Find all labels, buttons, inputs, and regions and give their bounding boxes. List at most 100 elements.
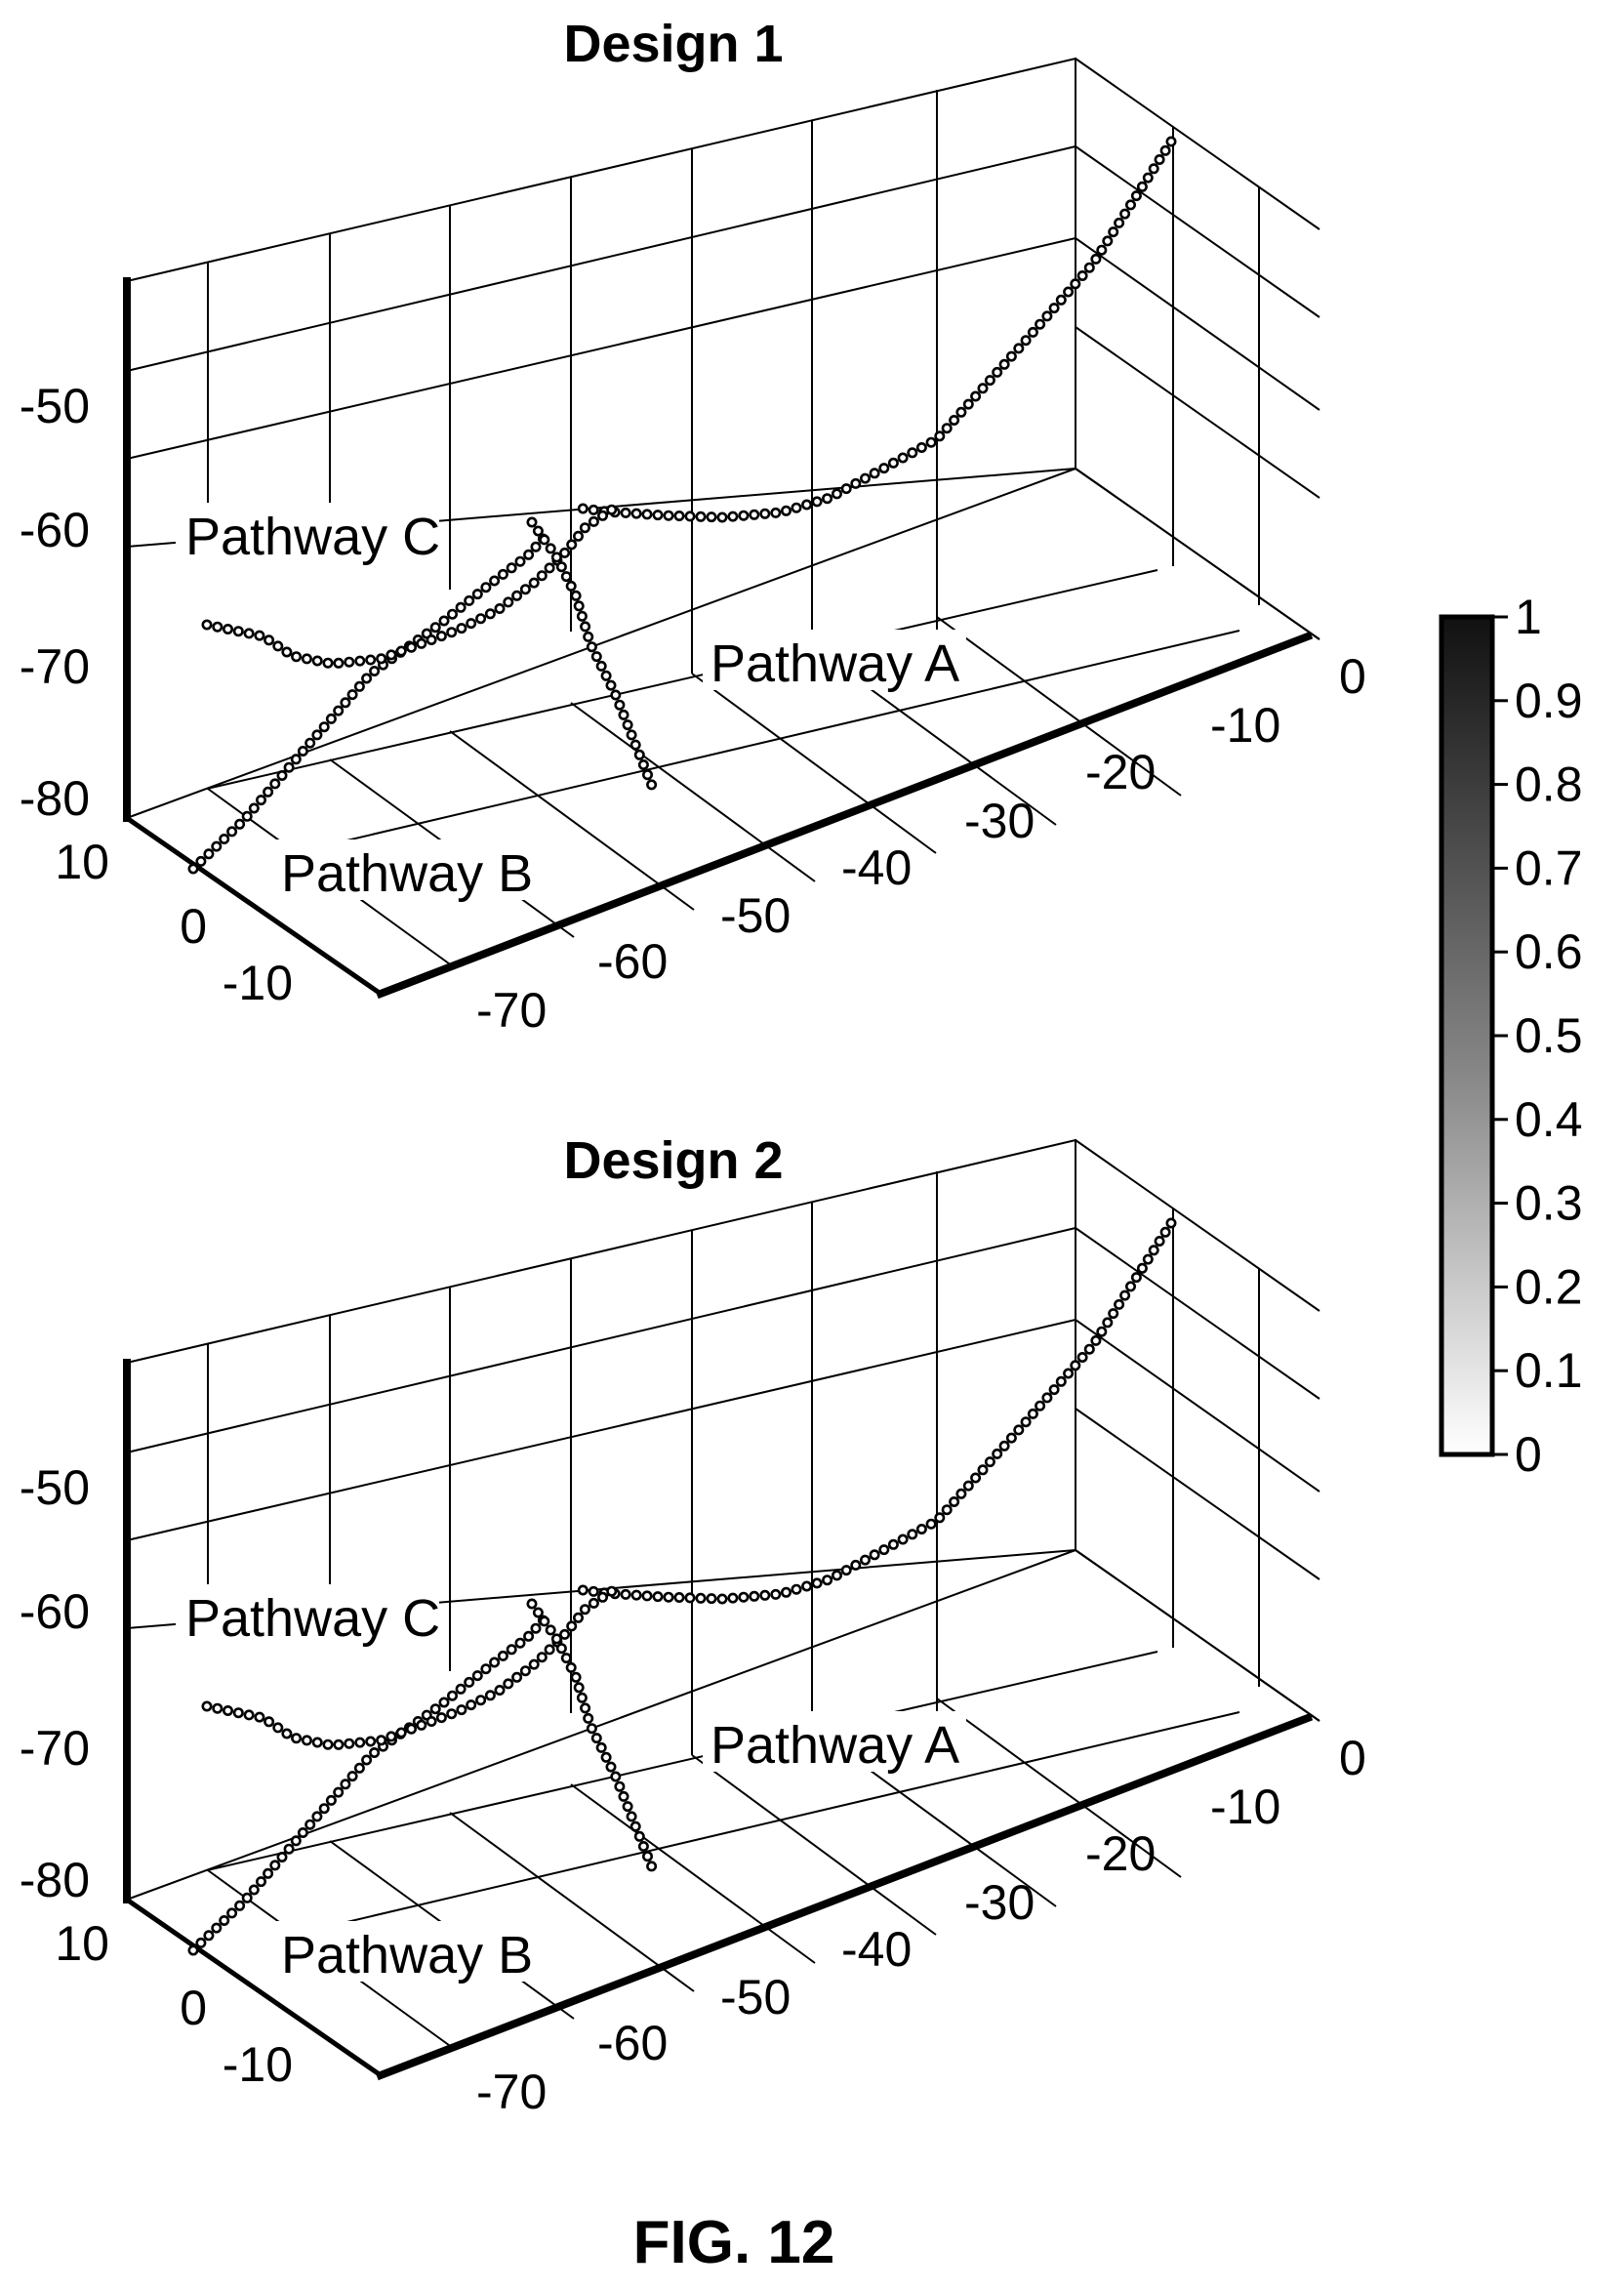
pathway-point	[596, 510, 608, 521]
pathway-point	[301, 653, 312, 665]
pathway-point	[365, 654, 377, 666]
label-pathway-c: Pathway C	[185, 508, 440, 566]
z-tick: -70	[20, 1721, 90, 1776]
pathway-point	[586, 641, 597, 653]
pathway-point	[576, 1692, 588, 1703]
pathway-point	[511, 1671, 523, 1683]
pathway-point	[1035, 318, 1046, 330]
pathway-point	[255, 1876, 266, 1888]
pathway-point	[195, 1937, 207, 1948]
z-axis-ticks: -50 -60 -70 -80	[20, 1460, 90, 1907]
pathway-point	[1108, 226, 1119, 238]
pathway-point	[203, 1930, 215, 1942]
pathway-point	[822, 1575, 833, 1586]
pathway-point	[869, 468, 880, 479]
label-pathway-a: Pathway A	[710, 634, 959, 693]
pathway-point	[878, 463, 890, 474]
z-tick: -50	[20, 1460, 90, 1515]
pathway-point	[223, 623, 234, 634]
pathway-point	[695, 511, 707, 522]
pathway-point	[646, 1861, 658, 1872]
x-tick: -50	[720, 1970, 791, 2025]
colorbar-tick-label: 0.7	[1515, 840, 1583, 895]
pathway-point	[455, 1683, 467, 1695]
pathway-point	[716, 1593, 728, 1605]
pathway-point	[831, 488, 842, 500]
pathway-point	[1070, 1360, 1081, 1371]
pathway-point	[203, 848, 215, 860]
colorbar-tick-label: 1	[1515, 590, 1542, 644]
label-pathway-b: Pathway B	[281, 844, 533, 903]
pathway-point	[934, 430, 946, 442]
pathway-point	[1076, 269, 1088, 281]
pathway-point	[791, 1583, 802, 1595]
pathway-point	[365, 1736, 377, 1747]
pathway-point	[1063, 1368, 1075, 1379]
pathway-point	[494, 602, 506, 614]
pathway-point	[539, 1616, 550, 1627]
pathway-point	[626, 1811, 637, 1822]
pathway-point	[673, 510, 685, 521]
pathway-point	[840, 483, 852, 495]
pathway-point	[637, 1840, 649, 1852]
series-labels: Pathway C Pathway A Pathway B	[176, 503, 966, 903]
pathway-point	[234, 818, 246, 830]
pathway-point	[560, 1653, 572, 1664]
pathway-point	[560, 571, 572, 583]
pathway-point	[629, 739, 641, 751]
z-tick: -50	[20, 379, 90, 433]
pathway-point	[248, 1884, 260, 1896]
x-tick: -30	[964, 1875, 1035, 1930]
pathway-point	[304, 1819, 316, 1830]
pathway-point	[1055, 294, 1067, 306]
y-tick: 0	[180, 1981, 207, 2035]
pathway-point	[878, 1544, 890, 1556]
pathway-point	[555, 1643, 567, 1655]
colorbar-tick-label: 0	[1515, 1427, 1542, 1482]
pathway-point	[573, 1682, 585, 1694]
pathway-point	[630, 1589, 642, 1601]
pathway-point	[506, 1644, 517, 1656]
pathway-point	[550, 1633, 562, 1645]
pathway-point	[344, 656, 355, 668]
pathway-point	[530, 1622, 542, 1634]
pathway-point	[304, 737, 316, 749]
pathway-point	[727, 511, 739, 522]
pathway-point	[526, 516, 538, 528]
pathway-point	[369, 1746, 381, 1758]
x-tick: -10	[1210, 1780, 1280, 1834]
pathway-point	[915, 1523, 927, 1534]
x-tick: -60	[597, 2016, 668, 2070]
pathway-point	[429, 622, 441, 634]
pathway-point	[1130, 190, 1142, 202]
pathway-point	[456, 1704, 467, 1716]
pathway-point	[325, 1794, 337, 1806]
pathway-point	[438, 1697, 450, 1708]
pathway-point	[446, 608, 458, 620]
pathway-point	[738, 510, 750, 521]
pathway-point	[291, 1733, 303, 1744]
colorbar-tick-label: 0.1	[1515, 1343, 1583, 1398]
pathway-point	[503, 596, 514, 608]
pathway-point	[684, 1592, 696, 1604]
pathway-point	[234, 1900, 246, 1911]
pathway-point	[1096, 1326, 1108, 1337]
pathway-point	[353, 680, 365, 692]
pathway-point	[311, 729, 323, 741]
pathway-point	[514, 555, 526, 567]
z-tick: -60	[20, 1584, 90, 1639]
data-points	[187, 1217, 1177, 1956]
pathway-point	[550, 552, 562, 563]
pathway-point	[416, 637, 427, 649]
pathway-point	[811, 1577, 823, 1589]
pathway-point	[241, 810, 253, 822]
pathway-point	[600, 670, 612, 681]
pathway-point	[1090, 1334, 1102, 1346]
pathway-point	[618, 1790, 629, 1802]
pathway-point	[333, 657, 345, 669]
plot-title: Design 2	[563, 1131, 783, 1190]
pathway-point	[212, 1702, 223, 1714]
pathway-point	[545, 1624, 556, 1636]
pathway-point	[456, 623, 467, 634]
pathway-point	[416, 1719, 427, 1731]
